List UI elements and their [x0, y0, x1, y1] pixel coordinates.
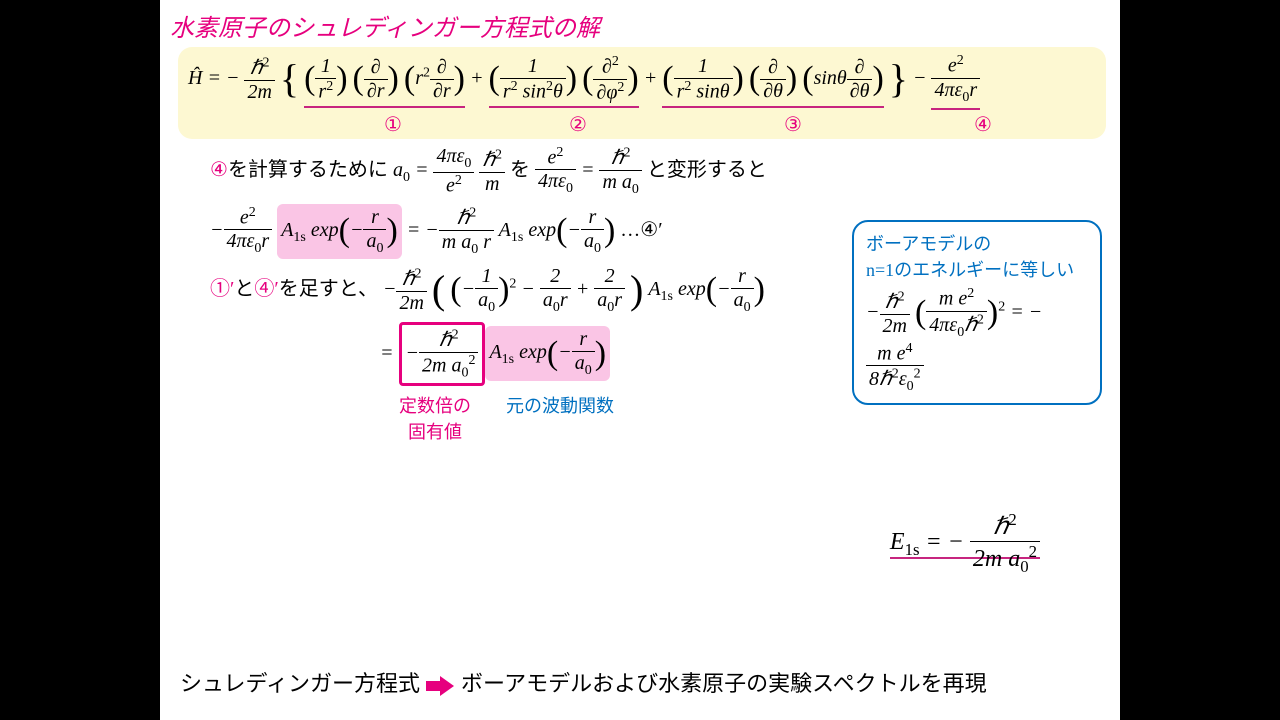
- page-title: 水素原子のシュレディンガー方程式の解: [170, 8, 1110, 43]
- energy-result: E1s = − ℏ22m a02: [890, 510, 1040, 577]
- hamiltonian-labels: ① ② ③ ④: [188, 112, 1096, 137]
- derivation-line-1: ④を計算するために a0 = 4πε0e2 ℏ2m を e24πε0 = ℏ2m…: [210, 145, 1110, 198]
- hamiltonian-equation: Ĥ = − ℏ22m { (1r2) (∂∂r) (r2∂∂r) + (1r2 …: [188, 53, 1096, 110]
- arrow-icon: [426, 676, 456, 696]
- bohr-model-note: ボーアモデルの n=1のエネルギーに等しい −ℏ22m (m e24πε0ℏ2)…: [852, 220, 1102, 405]
- hamiltonian-box: Ĥ = − ℏ22m { (1r2) (∂∂r) (r2∂∂r) + (1r2 …: [178, 47, 1106, 139]
- conclusion-line: シュレディンガー方程式 ボーアモデルおよび水素原子の実験スペクトルを再現: [180, 666, 987, 698]
